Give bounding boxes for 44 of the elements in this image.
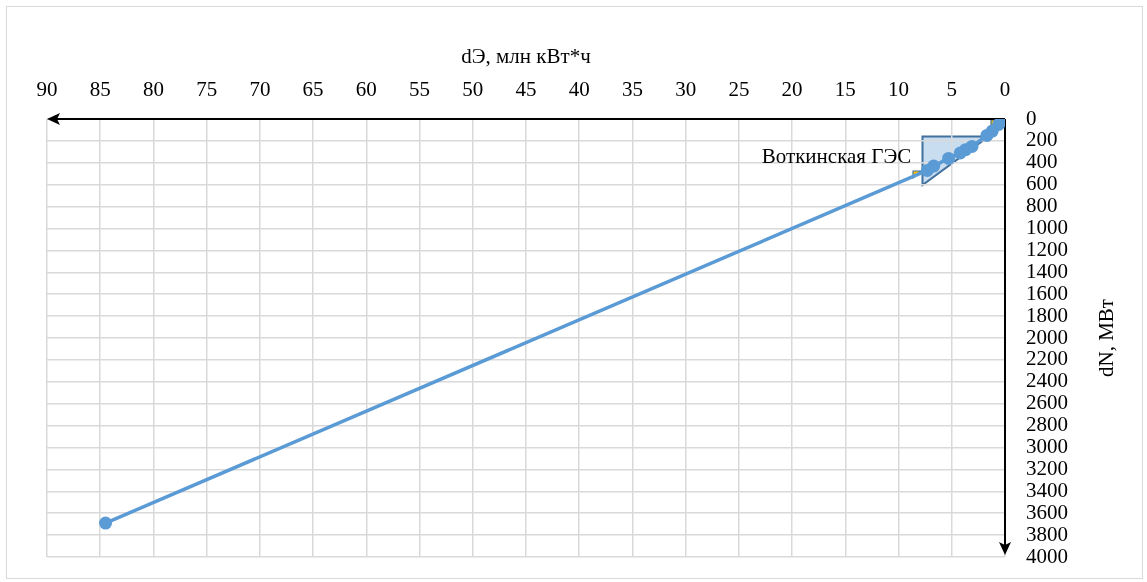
y-tick-label: 0: [1026, 105, 1037, 130]
y-tick-label: 3400: [1026, 477, 1068, 502]
x-tick-label: 75: [196, 76, 218, 101]
y-tick-label: 200: [1026, 127, 1058, 152]
y-tick-label: 2400: [1026, 368, 1068, 393]
series-label: Воткинская ГЭС: [761, 143, 912, 168]
y-tick-label: 1400: [1026, 258, 1068, 283]
x-tick-label: 0: [999, 76, 1011, 101]
x-tick-label: 10: [888, 76, 910, 101]
y-tick-label: 2200: [1026, 346, 1068, 371]
x-tick-label: 50: [462, 76, 484, 101]
y-tick-label: 3800: [1026, 521, 1068, 546]
x-tick-label: 45: [515, 76, 537, 101]
x-tick-label: 5: [946, 76, 958, 101]
y-tick-label: 1600: [1026, 280, 1068, 305]
x-tick-label: 85: [89, 76, 111, 101]
y-tick-label: 2600: [1026, 390, 1068, 415]
x-tick-label: 25: [728, 76, 750, 101]
x-tick-label: 80: [142, 76, 164, 101]
point: [920, 163, 934, 177]
x-tick-label: 65: [302, 76, 324, 101]
x-tick-label: 60: [355, 76, 377, 101]
x-tick-label: 90: [36, 76, 58, 101]
point: [953, 146, 967, 160]
y-tick-label: 2000: [1026, 324, 1068, 349]
x-tick-label: 40: [568, 76, 590, 101]
y-tick-label: 4000: [1026, 543, 1068, 568]
x-tick-label: 30: [675, 76, 697, 101]
x-tick-label: 55: [409, 76, 431, 101]
x-tick-label: 15: [834, 76, 856, 101]
point: [942, 151, 956, 165]
y-tick-label: 2800: [1026, 412, 1068, 437]
x-tick-label: 20: [781, 76, 803, 101]
y-tick-label: 800: [1026, 193, 1058, 218]
x-tick-label: 70: [249, 76, 271, 101]
y-tick-label: 600: [1026, 171, 1058, 196]
y-axis-title: dN, МВт: [1093, 298, 1118, 378]
y-tick-label: 1800: [1026, 302, 1068, 327]
x-tick-label: 35: [621, 76, 643, 101]
y-tick-label: 400: [1026, 149, 1058, 174]
point: [99, 516, 113, 530]
point: [980, 128, 994, 142]
x-axis-title: dЭ, млн кВт*ч: [461, 43, 592, 68]
y-tick-label: 3600: [1026, 499, 1068, 524]
